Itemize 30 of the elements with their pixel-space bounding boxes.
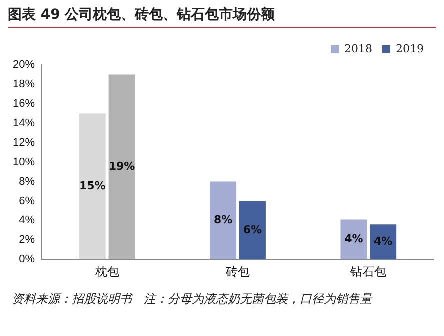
y-tick-label: 2% bbox=[19, 234, 36, 246]
bar bbox=[370, 224, 397, 260]
data-label: 4% bbox=[344, 232, 364, 246]
bar bbox=[79, 114, 106, 260]
text: 资料来源：招股说明书 注：分母为液态奶无菌包装，口径为销售量 bbox=[12, 291, 374, 308]
data-label: 15% bbox=[79, 179, 106, 192]
y-tick-label: 10% bbox=[12, 156, 36, 168]
data-label: 4% bbox=[374, 234, 393, 248]
x-tick-label: 钻石包 bbox=[350, 265, 387, 280]
y-tick-label: 14% bbox=[12, 117, 36, 130]
bar bbox=[239, 201, 266, 260]
data-label: 8% bbox=[214, 214, 233, 227]
bar bbox=[340, 220, 368, 260]
chart-title: 图表 49 公司枕包、砖包、钻石包市场份额 bbox=[8, 6, 436, 28]
y-tick-label: 16% bbox=[12, 98, 36, 110]
bar bbox=[210, 182, 237, 260]
y-tick-label: 0% bbox=[19, 254, 36, 266]
y-tick-label: 18% bbox=[12, 78, 36, 90]
y-tick-label: 12% bbox=[12, 136, 36, 149]
legend-label: 2019 bbox=[396, 42, 424, 56]
x-tick-label: 枕包 bbox=[94, 265, 120, 280]
y-tick-label: 4% bbox=[19, 214, 36, 227]
y-tick-label: 20% bbox=[12, 59, 36, 72]
data-label: 19% bbox=[108, 160, 136, 174]
legend-label: 2018 bbox=[344, 42, 373, 56]
x-tick-label: 砖包 bbox=[225, 265, 250, 280]
bar bbox=[108, 74, 136, 260]
y-tick-label: 8% bbox=[19, 176, 36, 188]
y-tick-label: 6% bbox=[19, 195, 36, 208]
data-label: 6% bbox=[243, 223, 262, 236]
